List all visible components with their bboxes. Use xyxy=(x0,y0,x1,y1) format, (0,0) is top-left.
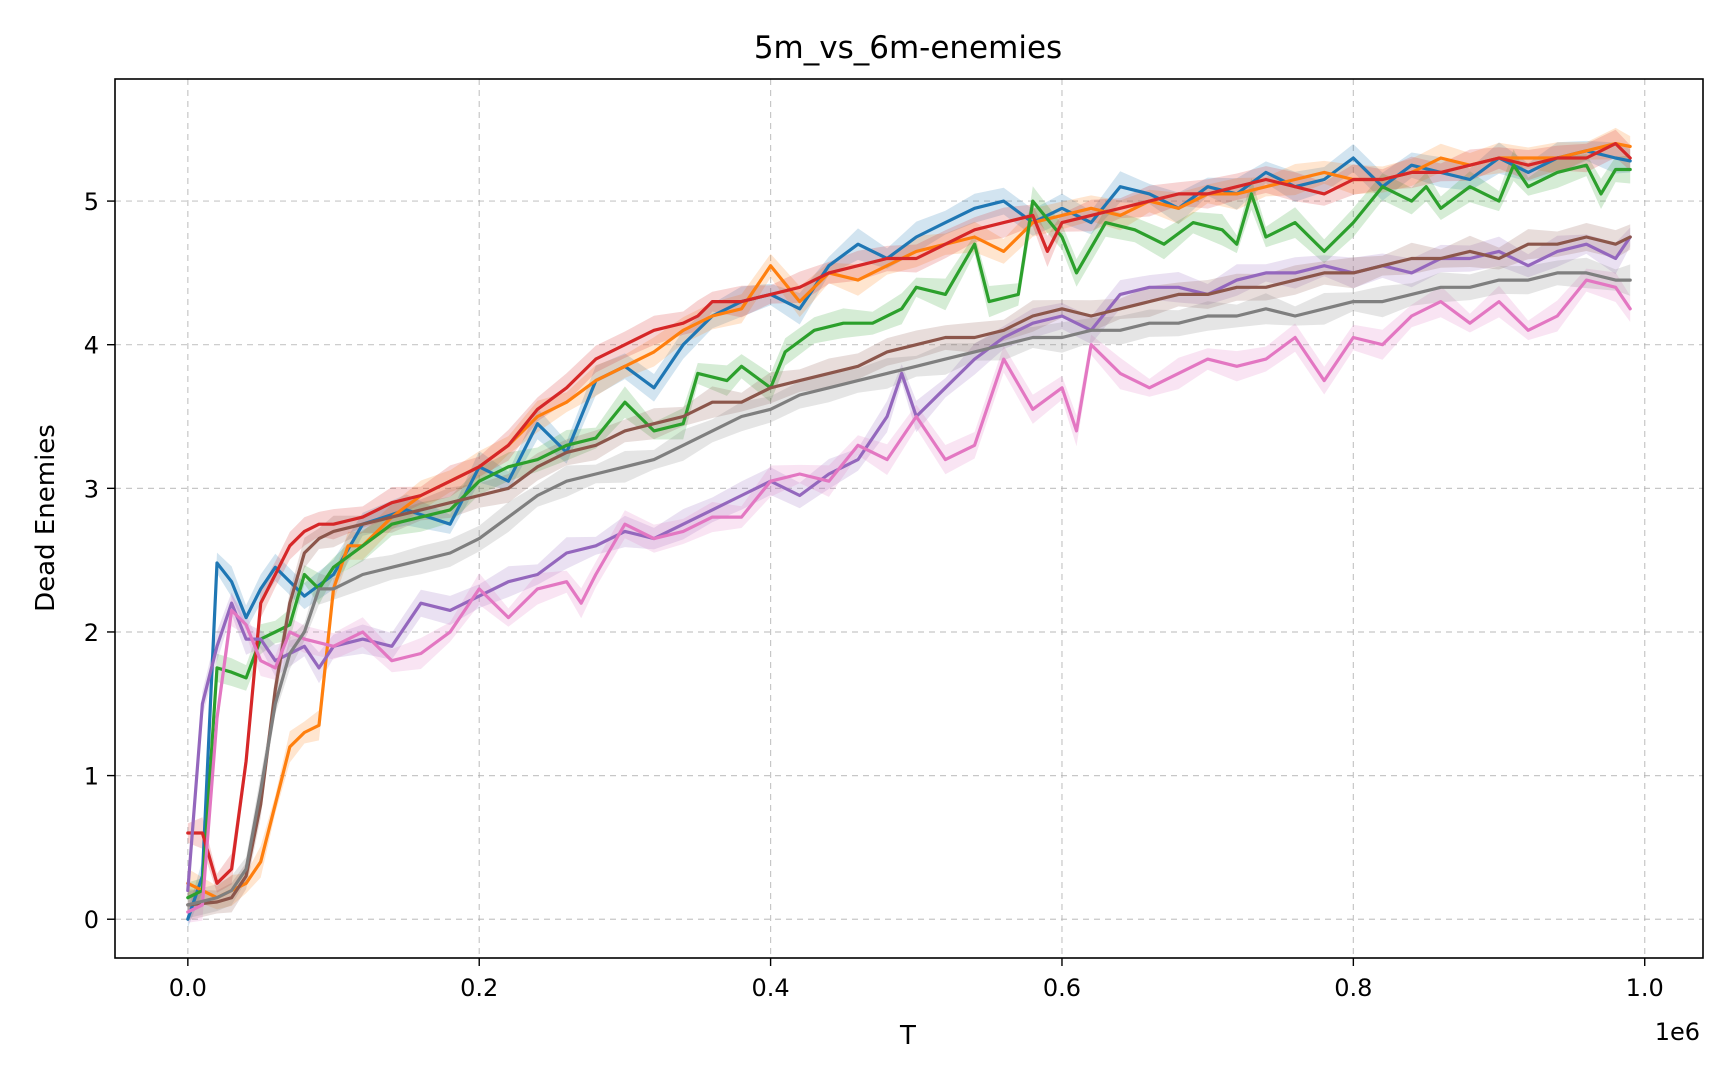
series-line xyxy=(186,235,1632,907)
y-tick-label: 0 xyxy=(84,906,99,934)
x-tick-label: 0.4 xyxy=(752,974,790,1002)
y-tick-label: 3 xyxy=(84,475,99,503)
y-tick-label: 2 xyxy=(84,619,99,647)
series-lines xyxy=(186,142,1632,921)
series-line xyxy=(186,278,1632,914)
x-tick-label: 0.6 xyxy=(1043,974,1081,1002)
x-tick-label: 0.0 xyxy=(169,974,207,1002)
plot-frame xyxy=(114,78,1704,959)
series-band xyxy=(187,149,1631,913)
y-tick-label: 1 xyxy=(84,763,99,791)
series-line xyxy=(186,271,1632,907)
chart-title: 5m_vs_6m-enemies xyxy=(754,30,1062,66)
axis-ticks: 0.0 0.2 0.4 0.6 0.8 1.0 0 1 2 3 4 5 xyxy=(84,188,1664,1002)
x-tick-label: 1.0 xyxy=(1626,974,1664,1002)
x-tick-label: 0.8 xyxy=(1334,974,1372,1002)
x-tick-label: 0.2 xyxy=(460,974,498,1002)
series-line xyxy=(186,163,1632,900)
x-axis-label: T xyxy=(899,1021,916,1051)
x-axis-offset-label: 1e6 xyxy=(1655,1018,1700,1046)
y-axis-label: Dead Enemies xyxy=(31,424,61,612)
series-line xyxy=(186,142,1632,885)
y-tick-label: 4 xyxy=(84,332,99,360)
y-tick-label: 5 xyxy=(84,188,99,216)
